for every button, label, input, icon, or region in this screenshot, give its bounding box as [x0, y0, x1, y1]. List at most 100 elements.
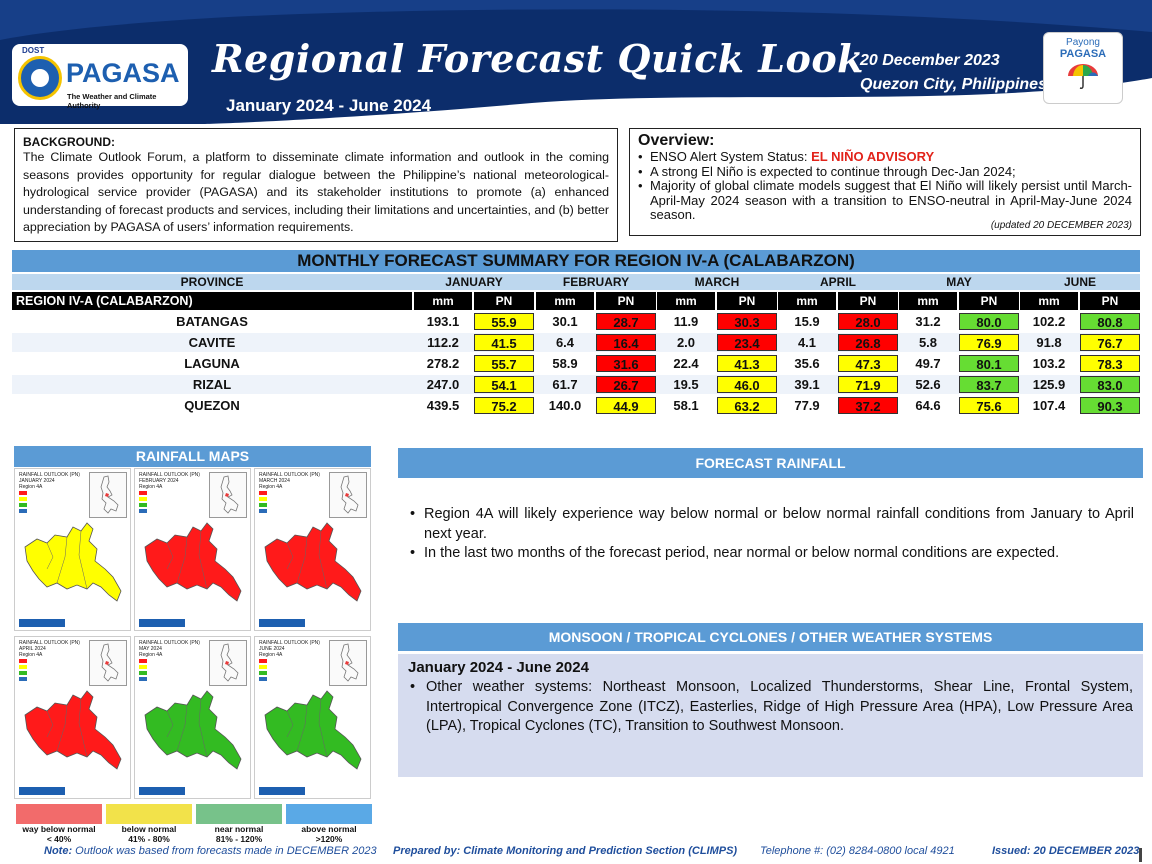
pn-value: 76.7 [1080, 334, 1140, 351]
pagasa-mini-logo [259, 619, 305, 627]
footer: Note: Outlook was based from forecasts m… [0, 844, 1152, 864]
pn-value: 78.3 [1080, 355, 1140, 372]
month-header: MARCH [694, 275, 740, 289]
month-header: APRIL [820, 275, 856, 289]
mm-value: 19.5 [673, 377, 699, 392]
map-mini-legend [19, 659, 59, 683]
legend-category: above normal [301, 824, 357, 834]
pn-header: PN [596, 292, 656, 310]
map-caption-title: RAINFALL OUTLOOK (PN) [139, 640, 200, 646]
pagasa-mini-logo [259, 787, 305, 795]
pagasa-mini-logo [139, 787, 185, 795]
rainfall-map-panel: RAINFALL OUTLOOK (PN) JUNE 2024 Region 4A [254, 636, 371, 799]
overview-list: ENSO Alert System Status: EL NIÑO ADVISO… [638, 149, 1132, 223]
legend-category: near normal [214, 824, 264, 834]
weather-systems-body: January 2024 - June 2024 Other weather s… [398, 654, 1143, 777]
rainfall-map-panel: RAINFALL OUTLOOK (PN) MARCH 2024 Region 4A [254, 468, 371, 631]
pn-header: PN [1080, 292, 1140, 310]
enso-status-value: EL NIÑO ADVISORY [811, 149, 935, 164]
forecast-rainfall-body: Region 4A will likely experience way bel… [408, 505, 1134, 564]
region-4a-map [144, 690, 242, 770]
mm-value: 6.4 [555, 335, 575, 350]
mm-value: 247.0 [426, 377, 460, 392]
mm-value: 5.8 [918, 335, 938, 350]
umbrella-icon [1068, 64, 1098, 89]
rainfall-map-panel: RAINFALL OUTLOOK (PN) MAY 2024 Region 4A [134, 636, 251, 799]
legend-label: below normal 41% - 80% [104, 824, 194, 844]
pn-value: 55.7 [474, 355, 534, 372]
mm-value: 77.9 [794, 398, 820, 413]
mm-value: 103.2 [1032, 356, 1066, 371]
pn-value: 76.9 [959, 334, 1019, 351]
pn-value: 80.0 [959, 313, 1019, 330]
issue-place: Quezon City, Philippines [860, 76, 1047, 93]
payong-pagasa-logo: Payong PAGASA [1043, 32, 1123, 104]
rainfall-maps-title: RAINFALL MAPS [14, 446, 371, 467]
pn-value: 28.7 [596, 313, 656, 330]
pn-value: 54.1 [474, 376, 534, 393]
mm-value: 439.5 [426, 398, 460, 413]
map-caption-region: Region 4A [19, 652, 43, 658]
overview-item: A strong El Niño is expected to continue… [638, 164, 1132, 180]
pn-value: 41.3 [717, 355, 777, 372]
pn-value: 75.6 [959, 397, 1019, 414]
map-caption-title: RAINFALL OUTLOOK (PN) [19, 640, 80, 646]
pn-value: 16.4 [596, 334, 656, 351]
mm-value: 125.9 [1032, 377, 1066, 392]
pn-value: 80.1 [959, 355, 1019, 372]
pagasa-mini-logo [139, 619, 185, 627]
pn-header: PN [717, 292, 777, 310]
pn-value: 71.9 [838, 376, 898, 393]
table-row: RIZAL 247.0 54.1 61.7 26.7 19.5 46.0 39.1 71.9 52… [12, 375, 1140, 394]
forecast-item: Region 4A will likely experience way bel… [408, 505, 1134, 544]
month-header: FEBRUARY [562, 275, 630, 289]
weather-systems-period: January 2024 - June 2024 [408, 659, 589, 676]
legend-swatch [16, 804, 102, 824]
region-4a-map [144, 522, 242, 602]
pn-value: 44.9 [596, 397, 656, 414]
footer-telephone: Telephone #: (02) 8284-0800 local 4921 [760, 845, 955, 857]
philippines-inset-map [329, 472, 367, 518]
month-header: JANUARY [445, 275, 503, 289]
legend-label: way below normal < 40% [14, 824, 104, 844]
mm-value: 11.9 [673, 314, 699, 329]
mm-header: mm [536, 292, 594, 310]
mm-value: 64.6 [915, 398, 941, 413]
map-mini-legend [139, 659, 179, 683]
overview-box: Overview: ENSO Alert System Status: EL N… [629, 128, 1141, 236]
region-4a-map [264, 522, 362, 602]
mm-value: 107.4 [1032, 398, 1066, 413]
mm-value: 91.8 [1036, 335, 1062, 350]
philippines-inset-map [89, 640, 127, 686]
map-caption-month: JUNE 2024 [259, 646, 285, 652]
region-label: REGION IV-A (CALABARZON) [12, 292, 412, 310]
legend-swatch [106, 804, 192, 824]
province-name: CAVITE [188, 335, 236, 350]
map-caption-region: Region 4A [259, 484, 283, 490]
forecast-item: In the last two months of the forecast p… [408, 544, 1134, 564]
mm-value: 102.2 [1032, 314, 1066, 329]
background-box: BACKGROUND: The Climate Outlook Forum, a… [14, 128, 618, 242]
pn-value: 55.9 [474, 313, 534, 330]
legend-label: above normal >120% [284, 824, 374, 844]
footer-note: Note: Outlook was based from forecasts m… [44, 844, 377, 858]
table-row: BATANGAS 193.1 55.9 30.1 28.7 11.9 30.3 15.9 28.… [12, 312, 1140, 331]
mm-value: 112.2 [427, 335, 459, 350]
pn-header: PN [474, 292, 534, 310]
province-name: RIZAL [192, 377, 232, 392]
map-caption: RAINFALL OUTLOOK (PN) MAY 2024 Region 4A [139, 640, 200, 658]
map-caption-title: RAINFALL OUTLOOK (PN) [259, 472, 320, 478]
forecast-period: January 2024 - June 2024 [226, 96, 432, 115]
header-wave-band [0, 0, 1152, 124]
map-caption-region: Region 4A [139, 652, 163, 658]
map-mini-legend [259, 659, 299, 683]
agency-tagline: The Weather and Climate Authority [67, 92, 157, 110]
map-caption-month: APRIL 2024 [19, 646, 46, 652]
issue-date: 20 December 2023 [860, 52, 1000, 69]
rainfall-map-panel: RAINFALL OUTLOOK (PN) JANUARY 2024 Region … [14, 468, 131, 631]
map-caption: RAINFALL OUTLOOK (PN) MARCH 2024 Region 4A [259, 472, 320, 490]
legend-range: 81% - 120% [215, 834, 263, 844]
pn-value: 26.7 [596, 376, 656, 393]
footer-note-text: Outlook was based from forecasts made in… [72, 845, 377, 857]
mm-value: 15.9 [794, 314, 820, 329]
